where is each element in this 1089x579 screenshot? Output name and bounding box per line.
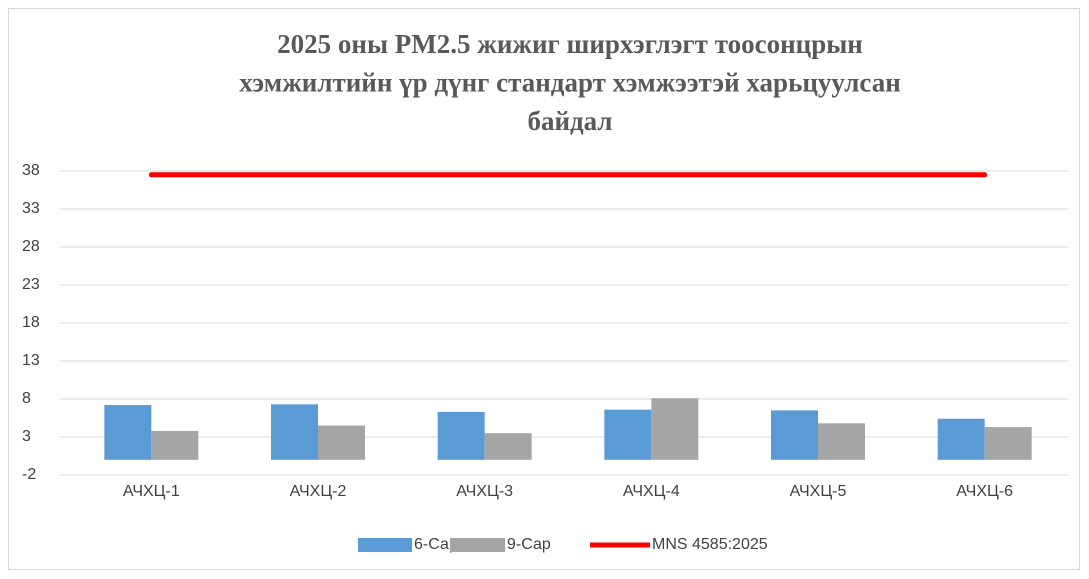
y-tick-label: 8 <box>22 390 31 407</box>
bar <box>104 405 152 460</box>
chart-title: хэмжилтийн үр дүнг стандарт хэмжээтэй ха… <box>239 68 901 98</box>
x-tick-label: АЧХЦ-2 <box>290 483 347 500</box>
y-tick-label: 38 <box>22 162 40 179</box>
x-tick-label: АЧХЦ-3 <box>456 483 513 500</box>
y-tick-label: 28 <box>22 238 40 255</box>
x-tick-label: АЧХЦ-4 <box>623 483 680 500</box>
bar <box>818 423 865 460</box>
y-tick-label: 23 <box>22 276 40 293</box>
bar <box>484 433 532 460</box>
bar <box>937 418 985 460</box>
x-tick-label: АЧХЦ-6 <box>956 483 1013 500</box>
x-tick-label: АЧХЦ-5 <box>790 483 847 500</box>
legend-label: MNS 4585:2025 <box>652 536 768 553</box>
bar <box>771 410 818 460</box>
legend-swatch <box>450 538 505 552</box>
bar <box>318 425 365 460</box>
x-tick-label: АЧХЦ-1 <box>123 483 180 500</box>
chart-title: 2025 оны PM2.5 жижиг ширхэглэгт тоосонцр… <box>277 29 863 59</box>
bar <box>984 427 1032 460</box>
y-tick-label: 3 <box>22 428 31 445</box>
bar <box>651 398 699 460</box>
bar <box>437 411 485 460</box>
chart-frame <box>8 8 1080 570</box>
y-tick-label: 13 <box>22 352 40 369</box>
legend-label: 6-Сар <box>414 536 458 553</box>
y-tick-label: 33 <box>22 200 40 217</box>
legend-swatch <box>358 538 412 552</box>
legend-label: 9-Сар <box>507 536 551 553</box>
y-tick-label: -2 <box>22 466 36 483</box>
chart-title: байдал <box>527 106 612 136</box>
bar <box>271 404 318 460</box>
bar <box>604 409 652 460</box>
bar <box>151 430 199 460</box>
y-tick-label: 18 <box>22 314 40 331</box>
